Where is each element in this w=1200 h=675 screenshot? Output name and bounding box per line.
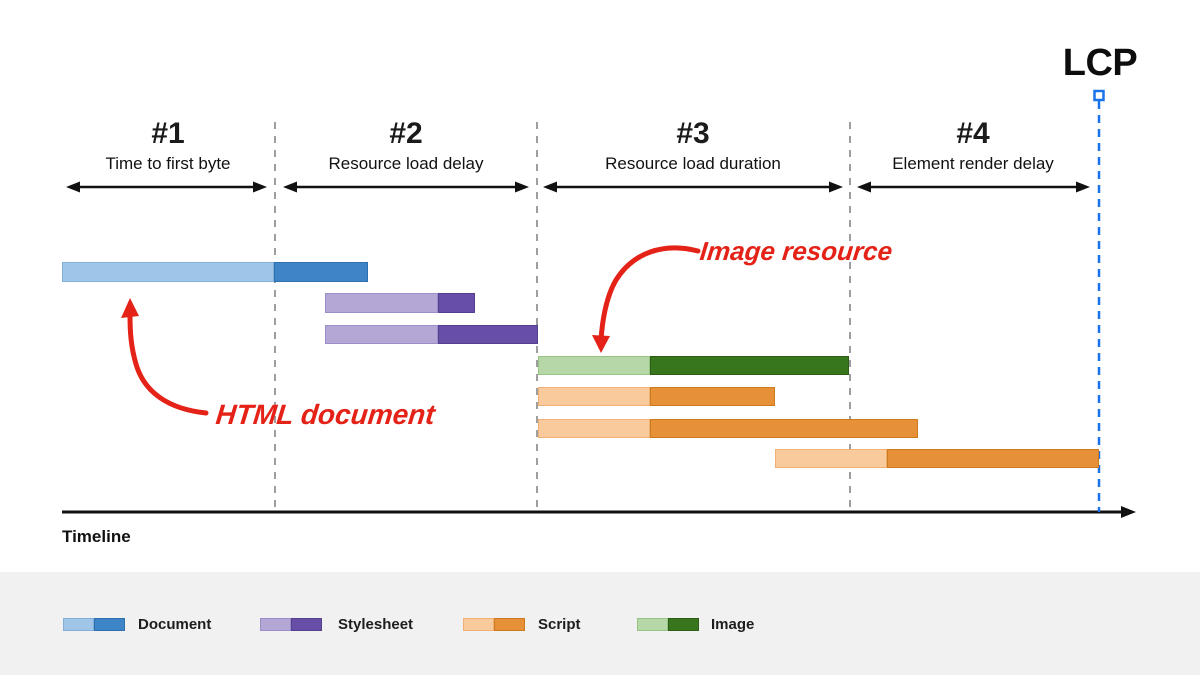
legend-swatch-dark-segment bbox=[668, 618, 699, 631]
legend-swatch-stylesheet bbox=[260, 618, 322, 631]
bar-script-light-segment bbox=[538, 387, 650, 406]
bar-script-light-segment bbox=[538, 419, 650, 438]
legend-label-image: Image bbox=[711, 616, 755, 633]
bar-image-dark-segment bbox=[650, 356, 849, 375]
bar-document bbox=[62, 262, 368, 282]
bar-script-light-segment bbox=[775, 449, 887, 468]
bar-stylesheet bbox=[325, 325, 538, 344]
legend-swatch-light-segment bbox=[260, 618, 291, 631]
bar-stylesheet bbox=[325, 293, 475, 313]
bar-document-light-segment bbox=[62, 262, 274, 282]
bar-image bbox=[538, 356, 849, 375]
bar-script bbox=[775, 449, 1099, 468]
bar-script-dark-segment bbox=[650, 387, 775, 406]
legend-swatch-image bbox=[637, 618, 699, 631]
arrow-left-head-icon bbox=[66, 181, 80, 193]
legend-swatch-dark-segment bbox=[94, 618, 125, 631]
legend-swatch-document bbox=[63, 618, 125, 631]
bar-document-dark-segment bbox=[274, 262, 368, 282]
legend-label-script: Script bbox=[538, 616, 581, 633]
arrow-left-head-icon bbox=[543, 181, 557, 193]
legend-swatch-dark-segment bbox=[494, 618, 525, 631]
arrow-left-head-icon bbox=[857, 181, 871, 193]
legend-label-document: Document bbox=[138, 616, 212, 633]
annotation-arrow-html-head-icon bbox=[121, 298, 139, 318]
bar-stylesheet-dark-segment bbox=[438, 325, 538, 344]
arrow-right-head-icon bbox=[253, 181, 267, 193]
arrow-right-head-icon bbox=[1076, 181, 1090, 193]
annotation-arrow-image-head-icon bbox=[592, 335, 610, 353]
bar-script bbox=[538, 387, 775, 406]
legend-swatch-dark-segment bbox=[291, 618, 322, 631]
bar-stylesheet-dark-segment bbox=[438, 293, 475, 313]
legend-swatch-script bbox=[463, 618, 525, 631]
bar-stylesheet-light-segment bbox=[325, 325, 438, 344]
arrow-left-head-icon bbox=[283, 181, 297, 193]
legend-swatch-light-segment bbox=[637, 618, 668, 631]
arrow-right-head-icon bbox=[515, 181, 529, 193]
bar-script bbox=[538, 419, 918, 438]
legend-background bbox=[0, 572, 1200, 675]
bar-image-light-segment bbox=[538, 356, 650, 375]
lcp-marker-square-icon bbox=[1093, 89, 1105, 102]
annotation-arrow-html bbox=[127, 313, 209, 416]
bar-script-dark-segment bbox=[650, 419, 918, 438]
bar-stylesheet-light-segment bbox=[325, 293, 438, 313]
legend-label-stylesheet: Stylesheet bbox=[338, 616, 414, 633]
arrow-right-head-icon bbox=[829, 181, 843, 193]
timeline-arrow-head-icon bbox=[1121, 506, 1136, 518]
bar-script-dark-segment bbox=[887, 449, 1099, 468]
legend-swatch-light-segment bbox=[463, 618, 494, 631]
annotation-arrow-image bbox=[598, 245, 701, 344]
legend-swatch-light-segment bbox=[63, 618, 94, 631]
